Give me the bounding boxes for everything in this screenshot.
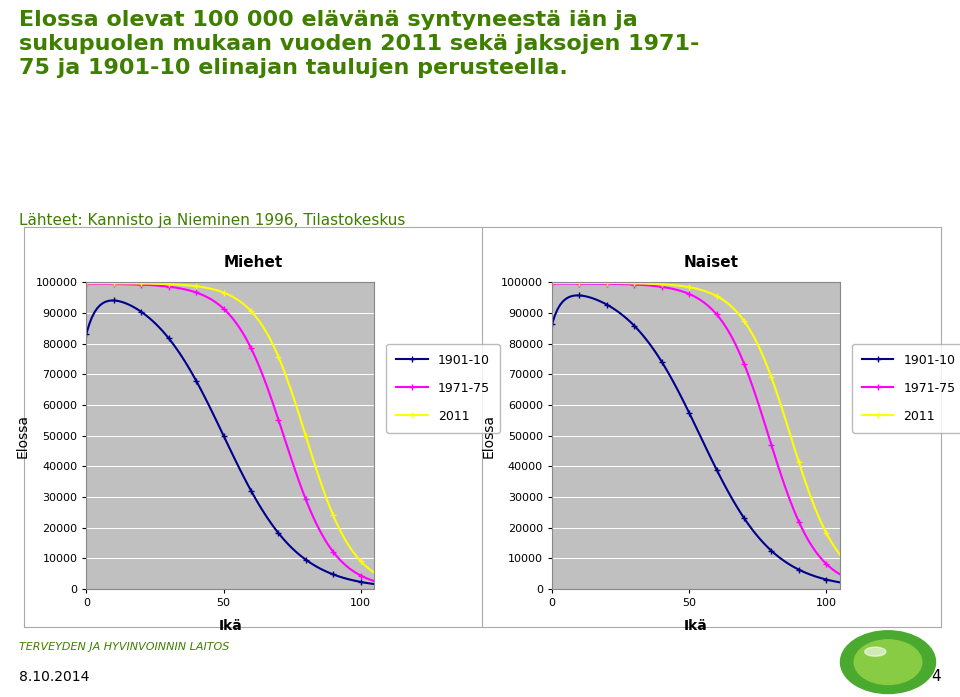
Circle shape: [854, 640, 922, 684]
Legend: 1901-10, 1971-75, 2011: 1901-10, 1971-75, 2011: [387, 344, 500, 433]
Circle shape: [841, 631, 935, 694]
Text: Naiset: Naiset: [684, 254, 739, 270]
Text: Elossa olevat 100 000 elävänä syntyneestä iän ja
sukupuolen mukaan vuoden 2011 s: Elossa olevat 100 000 elävänä syntyneest…: [19, 10, 700, 79]
Text: Lähteet: Kannisto ja Nieminen 1996, Tilastokeskus: Lähteet: Kannisto ja Nieminen 1996, Tila…: [19, 213, 405, 228]
Legend: 1901-10, 1971-75, 2011: 1901-10, 1971-75, 2011: [852, 344, 960, 433]
Text: 8.10.2014: 8.10.2014: [19, 671, 89, 684]
X-axis label: Ikä: Ikä: [219, 619, 242, 633]
Text: 4: 4: [931, 669, 941, 684]
Ellipse shape: [865, 647, 886, 657]
X-axis label: Ikä: Ikä: [684, 619, 708, 633]
Text: TERVEYDEN JA HYVINVOINNIN LAITOS: TERVEYDEN JA HYVINVOINNIN LAITOS: [19, 642, 229, 652]
Y-axis label: Elossa: Elossa: [15, 413, 30, 458]
Y-axis label: Elossa: Elossa: [481, 413, 495, 458]
Text: Miehet: Miehet: [224, 254, 283, 270]
